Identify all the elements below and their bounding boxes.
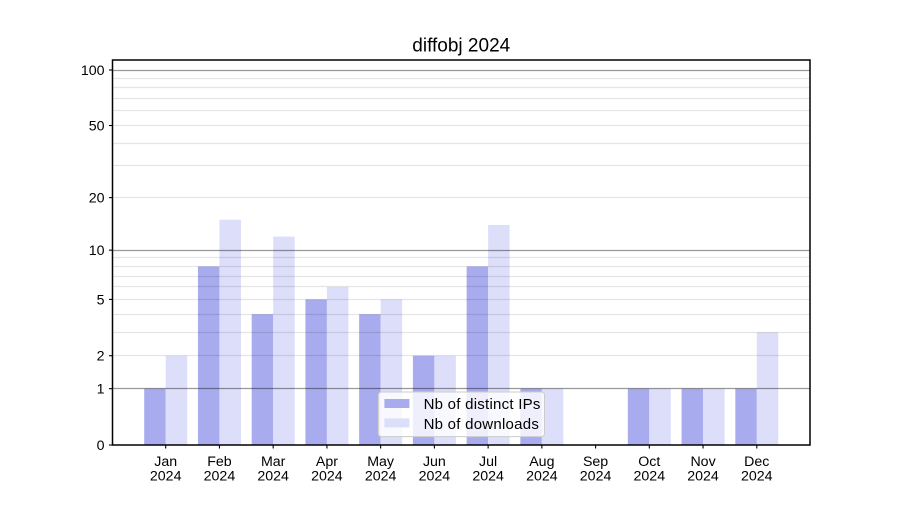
svg-text:1: 1	[97, 382, 105, 398]
svg-text:Sep: Sep	[583, 454, 608, 470]
svg-text:2024: 2024	[472, 469, 504, 485]
svg-text:diffobj 2024: diffobj 2024	[412, 36, 510, 57]
svg-text:50: 50	[89, 118, 105, 134]
svg-text:Jun: Jun	[423, 454, 446, 470]
svg-text:Nov: Nov	[690, 454, 716, 470]
svg-text:2024: 2024	[741, 469, 773, 485]
svg-text:Dec: Dec	[744, 454, 769, 470]
svg-text:Feb: Feb	[207, 454, 232, 470]
svg-text:May: May	[367, 454, 395, 470]
svg-text:2024: 2024	[419, 469, 451, 485]
svg-text:2024: 2024	[634, 469, 666, 485]
svg-text:Jul: Jul	[479, 454, 497, 470]
svg-text:2024: 2024	[365, 469, 397, 485]
svg-text:Mar: Mar	[261, 454, 286, 470]
svg-text:2024: 2024	[526, 469, 558, 485]
svg-text:2024: 2024	[204, 469, 236, 485]
svg-text:10: 10	[89, 243, 105, 259]
svg-text:100: 100	[81, 63, 105, 79]
svg-text:2024: 2024	[257, 469, 289, 485]
svg-text:2024: 2024	[311, 469, 343, 485]
svg-text:Nb of distinct IPs: Nb of distinct IPs	[424, 396, 541, 413]
svg-text:5: 5	[97, 292, 105, 308]
svg-text:Aug: Aug	[529, 454, 554, 470]
svg-text:2024: 2024	[150, 469, 182, 485]
svg-text:Apr: Apr	[316, 454, 338, 470]
svg-text:Jan: Jan	[154, 454, 177, 470]
svg-text:0: 0	[97, 438, 105, 454]
svg-text:2: 2	[97, 349, 105, 365]
svg-text:Oct: Oct	[638, 454, 660, 470]
svg-text:Nb of downloads: Nb of downloads	[424, 416, 539, 433]
svg-text:20: 20	[89, 191, 105, 207]
svg-text:2024: 2024	[687, 469, 719, 485]
svg-text:2024: 2024	[580, 469, 612, 485]
